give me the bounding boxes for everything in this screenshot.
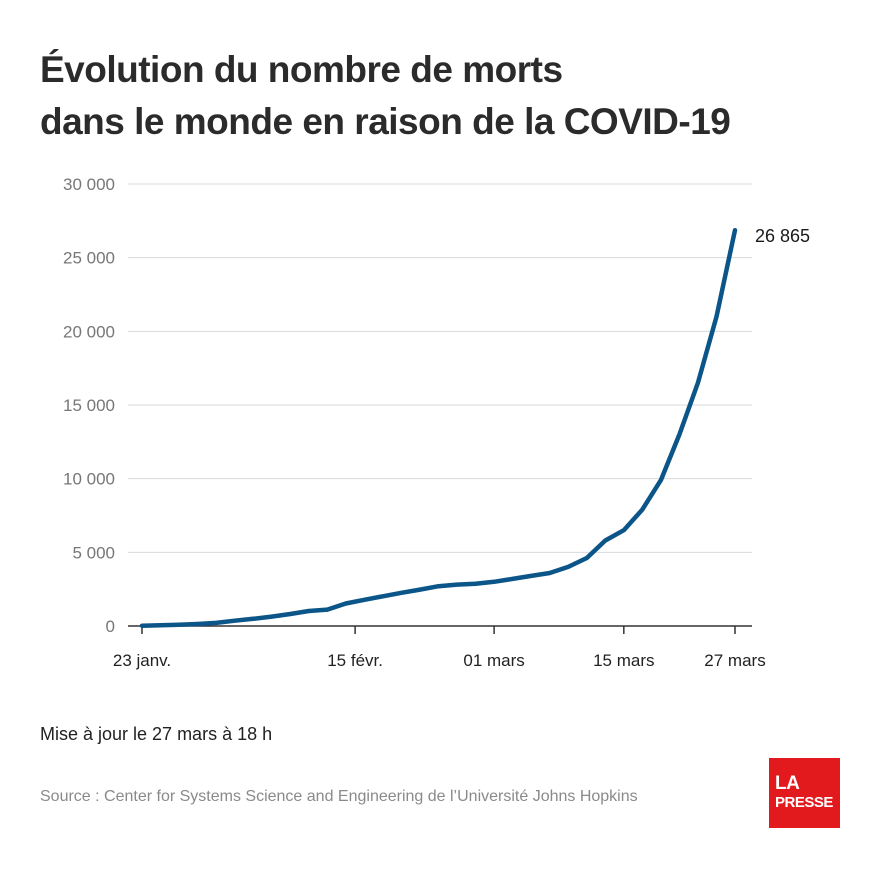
- deaths-series-line: [139, 227, 738, 628]
- end-value-label: 26 865: [755, 226, 810, 246]
- y-tick-label: 5 000: [72, 543, 115, 562]
- gridlines: [128, 183, 752, 627]
- logo-line-2: PRESSE: [775, 794, 833, 811]
- x-tick-label: 23 janv.: [113, 651, 171, 670]
- y-tick-label: 30 000: [63, 175, 115, 194]
- x-axis-ticks: 23 janv. 15 févr. 01 mars 15 mars 27 mars: [113, 626, 766, 670]
- chart-title-line-1: Évolution du nombre de morts: [40, 49, 563, 90]
- x-tick-label: 27 mars: [704, 651, 765, 670]
- chart-title-line-2: dans le monde en raison de la COVID-19: [40, 101, 731, 142]
- y-axis-ticks: 0 5 000 10 000 15 000 20 000 25 000 30 000: [63, 175, 115, 636]
- chart-title: Évolution du nombre de morts dans le mon…: [40, 44, 840, 148]
- series-layer: 26 865: [139, 226, 810, 628]
- y-tick-label: 15 000: [63, 396, 115, 415]
- x-tick-label: 01 mars: [463, 651, 524, 670]
- x-tick-label: 15 mars: [593, 651, 654, 670]
- y-tick-label: 25 000: [63, 249, 115, 268]
- logo-line-1: LA: [775, 773, 800, 794]
- update-note: Mise à jour le 27 mars à 18 h: [40, 724, 273, 744]
- y-tick-label: 10 000: [63, 470, 115, 489]
- line-chart: 0 5 000 10 000 15 000 20 000 25 000 30 000 23 …: [63, 175, 810, 670]
- source-note: Source : Center for Systems Science and …: [40, 788, 638, 805]
- la-presse-logo: LA PRESSE: [769, 758, 840, 828]
- x-tick-label: 15 févr.: [327, 651, 383, 670]
- y-tick-label: 0: [106, 617, 115, 636]
- y-tick-label: 20 000: [63, 322, 115, 341]
